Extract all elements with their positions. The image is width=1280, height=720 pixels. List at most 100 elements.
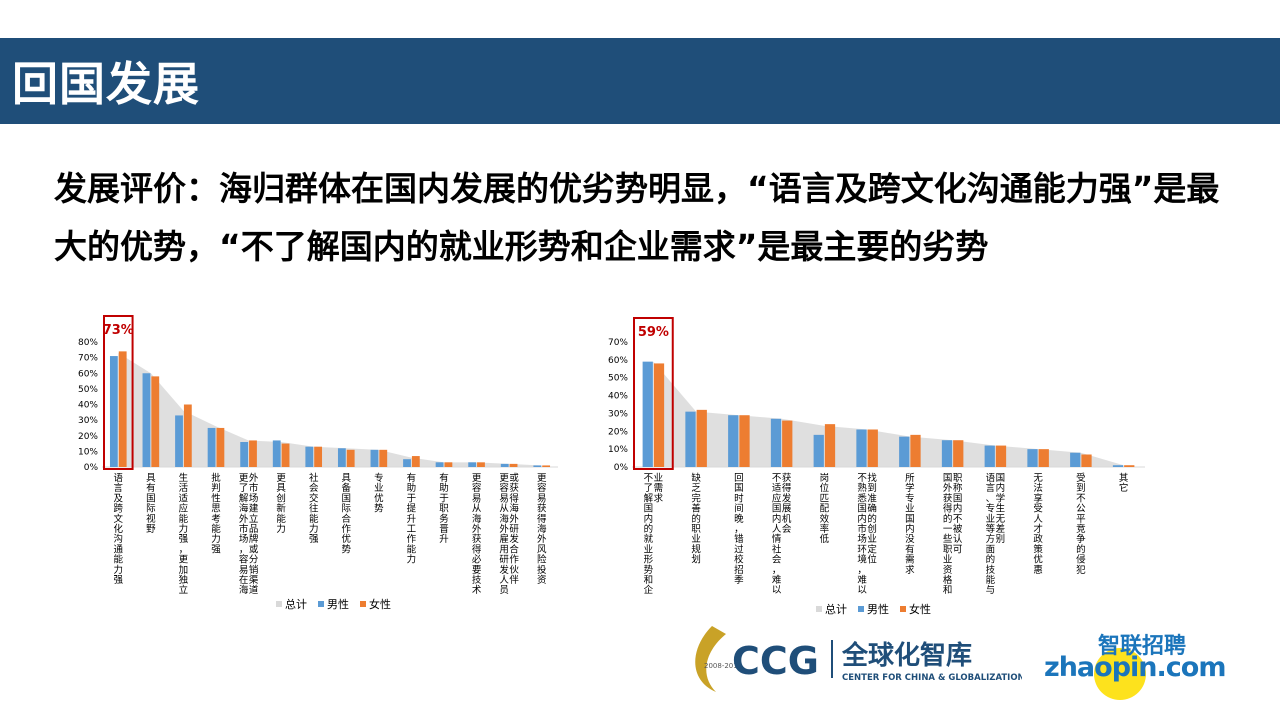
category-label-char: 销 [249, 564, 259, 576]
category-label-char: 格 [943, 574, 953, 586]
y-tick-label: 40% [608, 392, 628, 402]
bar-female [477, 462, 485, 467]
category-label-char: 不 [1076, 493, 1086, 504]
bar-male [500, 463, 509, 467]
category-label-char: 获 [943, 493, 953, 504]
category-label-char: 国 [644, 504, 654, 515]
bar-female [542, 465, 551, 467]
category-label-char: 外 [249, 472, 259, 484]
category-label-char: 得 [782, 482, 792, 494]
category-label-char: 公 [1076, 504, 1086, 515]
category-label-char: 配 [820, 504, 830, 515]
category-label-char: 求 [654, 492, 664, 504]
category-label-char: 具 [146, 473, 156, 484]
category-label-char: 晚 [734, 514, 744, 525]
advantages-chart: 0% 10% 20% 30% 40% 50% 60% 70% 80% 73% 语言及跨文化沟通能力强… [60, 315, 580, 616]
category-label-char: 用 [499, 544, 509, 555]
category-label-char: 职 [953, 473, 963, 484]
category-label-char: 渠 [249, 574, 259, 586]
category-label-char: 缺 [691, 472, 701, 484]
bar-female [782, 420, 793, 467]
category-label-char: 获 [472, 534, 482, 545]
category-label-char: 资 [943, 565, 953, 576]
category-label-char: 际 [146, 504, 156, 515]
category-label-char: 的 [943, 513, 953, 525]
category-label-char: 能 [114, 554, 124, 566]
category-label-char: ， [734, 524, 744, 535]
category-label-char: 业 [654, 473, 664, 484]
y-tick-label: 70% [78, 354, 98, 364]
category-label-char: 强 [211, 544, 221, 555]
bar-male [984, 445, 995, 467]
category-label-char: 国 [342, 493, 352, 504]
legend-female-swatch [360, 601, 366, 607]
category-label-char: 员 [499, 585, 509, 596]
category-label-char: 品 [249, 524, 259, 535]
category-label-char: 备 [342, 482, 352, 494]
category-label-char: 易 [472, 493, 482, 504]
category-label-char: 社 [772, 543, 782, 555]
category-label-char: 场 [239, 534, 249, 545]
category-label-char: 内 [905, 523, 915, 535]
bar-female [216, 427, 225, 467]
y-tick-label: 0% [614, 463, 629, 473]
bar-male [941, 440, 953, 467]
zhaopin-logo: 智联招聘 zhaopin.com [1044, 624, 1226, 704]
bar-female [953, 440, 964, 467]
category-label-char: 术 [472, 584, 482, 596]
category-label-char: 面 [986, 544, 996, 555]
category-label-char: 不 [953, 514, 963, 525]
ccg-chinese-name: 全球化智库 [841, 640, 972, 671]
bar-male [533, 465, 542, 467]
category-label-char: 更 [499, 473, 509, 484]
category-label-char: 雇 [499, 533, 509, 545]
category-label-char: 跨 [114, 504, 124, 515]
category-label-char: 业 [644, 544, 654, 555]
y-tick-label: 60% [608, 356, 628, 366]
legend-male-label: 男性 [867, 602, 889, 616]
category-label-char: 环 [857, 544, 867, 555]
category-label-char: 容 [472, 482, 482, 494]
category-label-char: 侵 [1076, 554, 1086, 566]
category-label-char: 职 [439, 504, 449, 515]
category-label-char: ， [772, 565, 782, 576]
category-label-char: 等 [986, 523, 996, 535]
bar-male [1070, 452, 1081, 467]
category-label-char: 国 [953, 493, 963, 504]
category-label-char: 投 [537, 564, 547, 576]
y-tick-label: 30% [78, 416, 98, 426]
category-label-char: 要 [472, 565, 482, 576]
category-label-char: 可 [953, 544, 963, 555]
category-label-char: 适 [772, 483, 782, 494]
category-label-char: 了 [644, 483, 654, 494]
category-label-char: 作 [407, 533, 417, 545]
category-label-char: 研 [509, 524, 519, 535]
category-label-char: 定 [867, 543, 877, 555]
category-label-char: 创 [276, 492, 286, 504]
category-label: 其它 [1119, 473, 1129, 494]
category-label-char: 内 [953, 503, 963, 515]
category-label-char: 犯 [1076, 565, 1086, 576]
category-label-char: 发 [782, 492, 792, 504]
category-label-char: 学 [996, 492, 1006, 504]
advantages-chart-svg: 0%10%20%30%40%50%60%70%80%73%语言及跨文化沟通能力强… [78, 315, 558, 611]
category-label-char: 国 [734, 483, 744, 494]
category-label-char: 能 [276, 513, 286, 525]
bar-male [337, 448, 346, 467]
bar-male [813, 434, 824, 467]
bar-female [249, 440, 257, 467]
category-label-char: 升 [407, 514, 417, 525]
category-label-char: 确 [867, 503, 877, 515]
category-label-char: 加 [179, 565, 189, 576]
ccg-swoosh-icon [695, 626, 726, 692]
category-label-char: 政 [1033, 533, 1043, 545]
category-label-char: 些 [943, 533, 953, 545]
disadvantages-chart-svg: 0%10%20%30%40%50%60%70%59%不了解国内的就业形势和企业需… [608, 317, 1145, 616]
category-label-char: 势 [644, 564, 654, 576]
category-label-char: 熟 [857, 482, 867, 494]
category-label-char: 独 [179, 574, 189, 586]
